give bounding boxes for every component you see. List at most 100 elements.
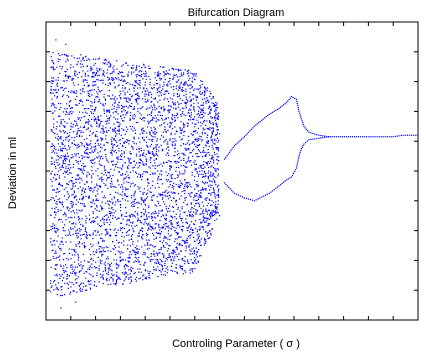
data-point xyxy=(190,84,192,86)
data-point xyxy=(217,129,219,131)
data-point xyxy=(80,177,82,180)
data-point xyxy=(103,108,105,110)
data-point xyxy=(96,122,98,124)
data-point xyxy=(170,222,172,224)
data-point xyxy=(211,228,213,230)
data-point xyxy=(156,91,158,94)
data-point xyxy=(194,163,196,165)
data-point xyxy=(65,241,67,243)
data-point xyxy=(186,261,189,263)
data-point xyxy=(139,190,141,193)
data-point xyxy=(204,188,206,190)
data-point xyxy=(67,229,70,231)
data-point xyxy=(179,136,181,138)
data-point xyxy=(115,135,117,137)
data-point xyxy=(64,170,66,172)
data-point xyxy=(149,113,151,116)
data-point xyxy=(123,142,125,145)
data-point xyxy=(168,179,170,181)
data-point xyxy=(166,243,168,245)
data-point xyxy=(149,159,151,161)
data-point xyxy=(112,203,114,205)
data-point xyxy=(109,73,111,75)
data-point xyxy=(104,261,106,263)
data-point xyxy=(203,212,205,215)
data-point xyxy=(107,246,109,249)
data-point xyxy=(163,108,165,110)
data-point xyxy=(129,105,132,107)
data-point xyxy=(185,148,187,150)
data-point xyxy=(91,246,93,248)
data-point xyxy=(205,181,207,183)
data-point xyxy=(191,80,193,82)
data-point xyxy=(196,132,198,134)
data-point xyxy=(154,131,156,133)
data-point xyxy=(190,196,192,198)
data-point xyxy=(164,73,166,75)
data-point xyxy=(167,250,169,252)
data-point xyxy=(111,137,113,139)
data-point xyxy=(208,100,210,102)
data-point xyxy=(195,220,197,222)
data-point xyxy=(80,66,82,68)
data-point xyxy=(87,153,89,156)
data-point xyxy=(183,211,185,214)
data-point xyxy=(108,117,110,119)
data-point xyxy=(186,84,189,86)
data-point xyxy=(64,176,66,178)
data-point xyxy=(102,138,104,140)
data-point xyxy=(92,199,94,201)
data-point xyxy=(137,251,139,254)
data-point xyxy=(153,87,155,89)
data-point xyxy=(185,162,187,164)
data-point xyxy=(184,192,186,195)
data-point xyxy=(132,182,134,184)
data-point xyxy=(190,114,193,116)
data-point xyxy=(62,166,64,169)
data-point xyxy=(157,71,160,73)
data-point xyxy=(52,69,55,71)
data-point xyxy=(62,161,64,163)
data-point xyxy=(211,132,213,134)
data-point xyxy=(101,255,103,257)
data-point xyxy=(63,271,65,274)
data-point xyxy=(214,119,217,121)
data-point xyxy=(191,253,193,255)
data-point xyxy=(184,165,186,168)
data-point xyxy=(98,185,101,187)
data-point xyxy=(157,260,159,262)
data-point xyxy=(132,115,134,117)
data-point xyxy=(96,67,98,69)
data-point xyxy=(408,134,411,136)
data-point xyxy=(122,114,124,116)
data-point xyxy=(155,259,157,261)
data-point xyxy=(288,98,290,101)
data-point xyxy=(196,88,198,90)
data-point xyxy=(65,87,67,89)
data-point xyxy=(209,230,211,232)
data-point xyxy=(210,173,212,175)
data-point xyxy=(148,166,150,168)
data-point xyxy=(131,249,134,251)
data-point xyxy=(213,192,215,194)
data-point xyxy=(181,190,183,193)
data-point xyxy=(121,87,124,89)
data-point xyxy=(301,146,303,148)
data-point xyxy=(59,183,61,185)
data-point xyxy=(104,62,106,64)
data-point xyxy=(102,282,104,285)
data-point xyxy=(294,169,297,171)
data-point xyxy=(143,63,145,65)
data-point xyxy=(76,131,78,133)
data-point xyxy=(203,107,205,109)
data-point xyxy=(184,199,186,201)
data-point xyxy=(135,280,138,282)
data-point xyxy=(56,133,58,135)
data-point xyxy=(81,164,83,167)
data-point xyxy=(411,134,413,136)
data-point xyxy=(201,155,204,158)
data-point xyxy=(216,133,218,136)
data-point xyxy=(102,240,104,242)
data-point xyxy=(78,57,80,59)
data-point xyxy=(87,99,89,101)
